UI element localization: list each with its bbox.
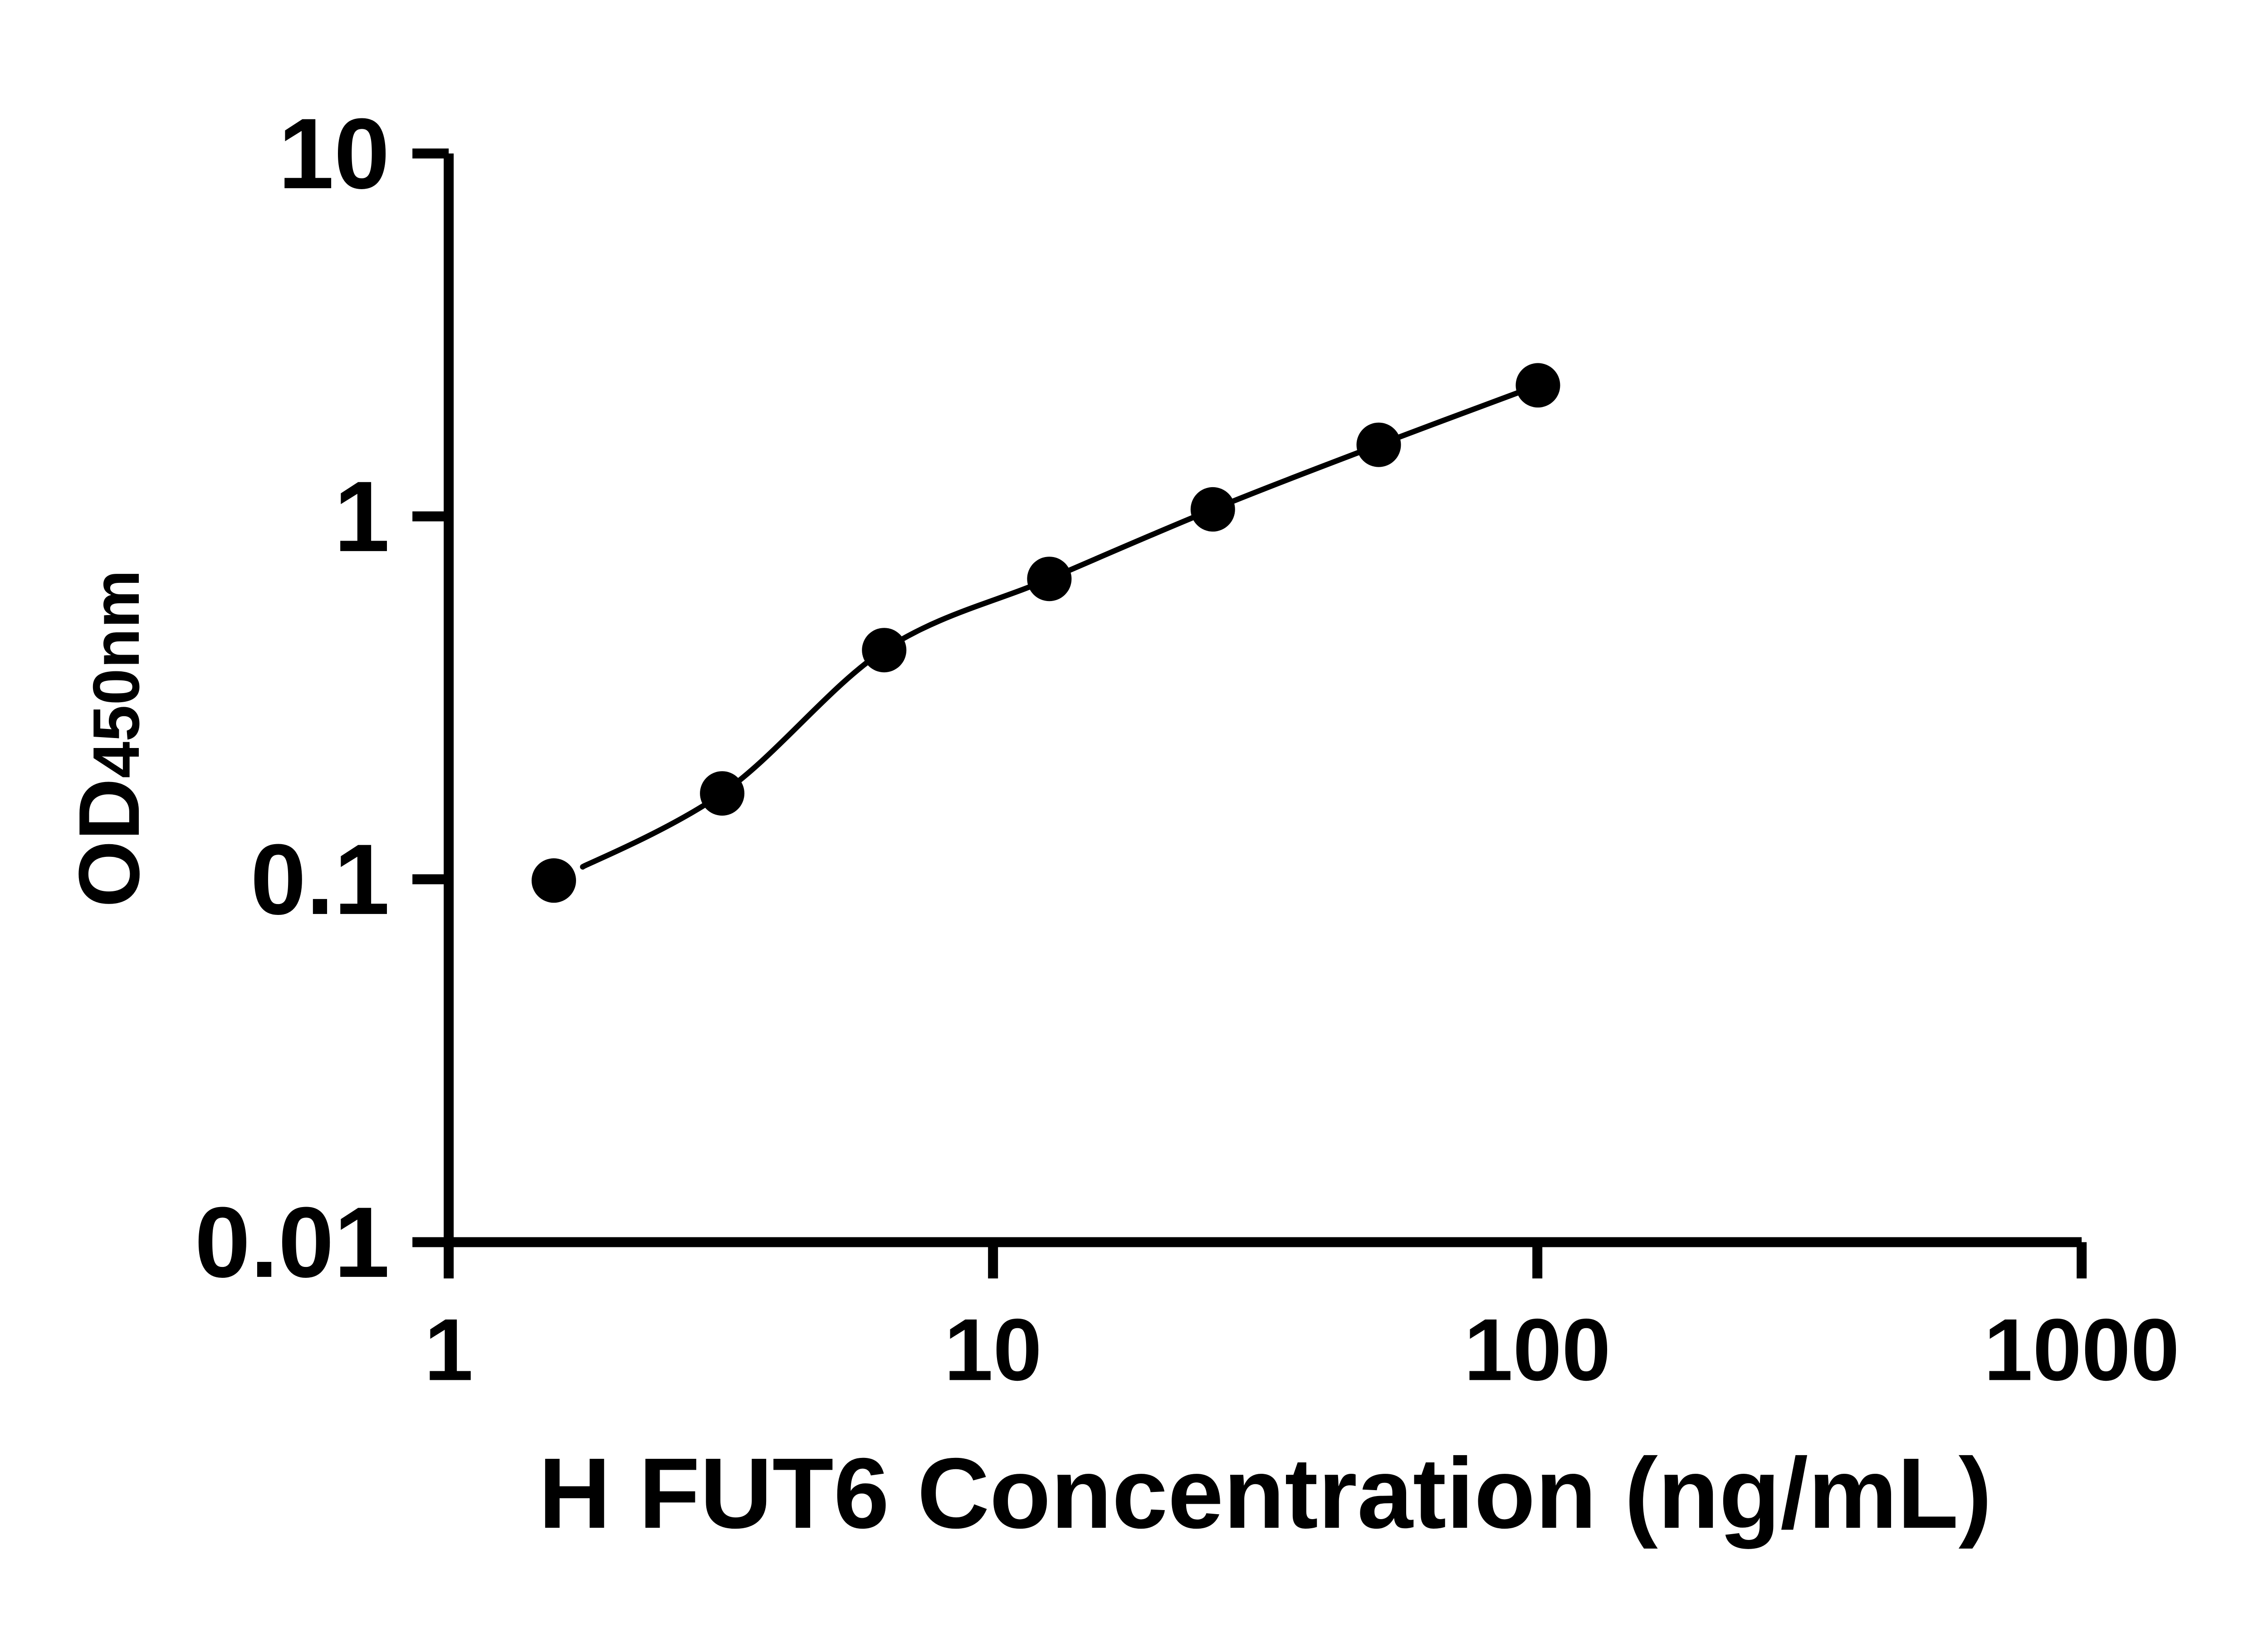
svg-text:10: 10: [278, 98, 390, 210]
svg-text:1: 1: [334, 460, 390, 572]
svg-text:0.01: 0.01: [195, 1186, 390, 1298]
svg-text:1: 1: [424, 1301, 473, 1399]
svg-text:10: 10: [944, 1301, 1042, 1399]
svg-text:H FUT6 Concentration (ng/mL): H FUT6 Concentration (ng/mL): [538, 1437, 1992, 1549]
svg-text:100: 100: [1464, 1301, 1611, 1399]
svg-text:0.1: 0.1: [250, 823, 390, 935]
svg-text:1000: 1000: [1984, 1301, 2180, 1399]
